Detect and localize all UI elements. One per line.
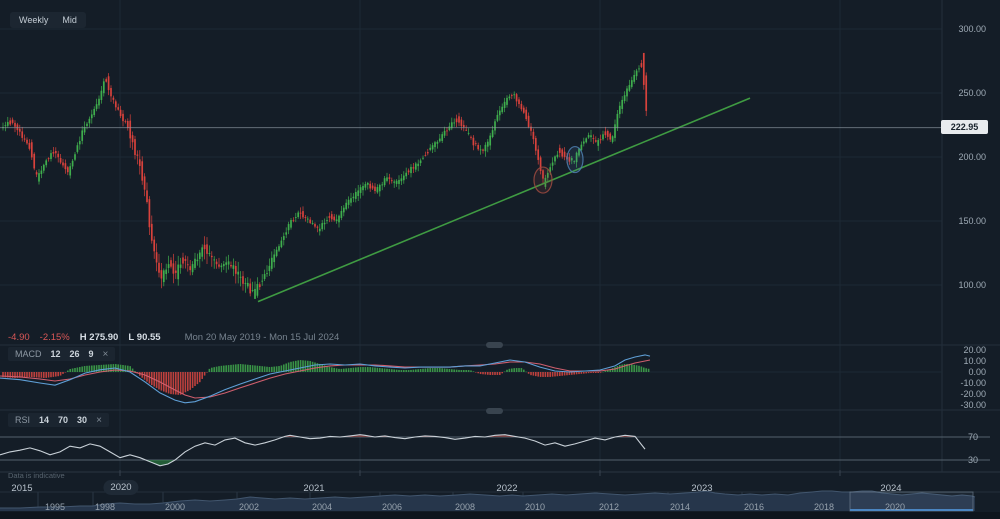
- rsi-param-oversold: 30: [77, 415, 88, 425]
- navigator-selection-window[interactable]: [849, 491, 974, 512]
- price-axis-tick: 150.00: [958, 216, 986, 226]
- high-number: 275.90: [89, 332, 119, 343]
- gridlines: [0, 0, 1000, 493]
- rsi-param-overbought: 70: [58, 415, 69, 425]
- navigator-year-label: 2000: [164, 502, 186, 512]
- navigator-area: [0, 491, 975, 511]
- high-value: H 275.90: [80, 332, 119, 343]
- bottom-scrollbar[interactable]: [0, 512, 1000, 519]
- navigator-year-label: 2014: [669, 502, 691, 512]
- navigator-year-label: 2020: [884, 502, 906, 512]
- navigator-year-label: 2008: [454, 502, 476, 512]
- price-change-percent: -2.15%: [39, 332, 70, 343]
- price-type-button[interactable]: Mid: [62, 15, 77, 25]
- macd-axis-tick: 20.00: [963, 345, 986, 355]
- rsi-indicator-header: RSI 14 70 30 ×: [8, 413, 109, 427]
- rsi-level-label: 30: [967, 455, 978, 465]
- navigator-year-label: 2016: [743, 502, 765, 512]
- macd-line: [0, 354, 651, 404]
- macd-axis-tick: -10.00: [960, 378, 986, 388]
- ohlc-info-line: -4.90 -2.15% H 275.90 L 90.55 Mon 20 May…: [8, 332, 339, 343]
- rsi-param-period: 14: [39, 415, 50, 425]
- rsi-line: [0, 434, 646, 467]
- low-number: 90.55: [136, 332, 161, 343]
- price-axis-tick: 250.00: [958, 88, 986, 98]
- price-change: -4.90: [8, 332, 30, 343]
- x-axis-year-label: 2024: [880, 483, 902, 494]
- x-axis-year-label: 2020: [103, 480, 139, 495]
- macd-axis-tick: -20.00: [960, 389, 986, 399]
- timeframe-button[interactable]: Weekly: [19, 15, 49, 25]
- navigator-pane[interactable]: [0, 490, 976, 512]
- macd-axis-tick: -30.00: [960, 400, 986, 410]
- macd-param-signal: 9: [88, 349, 94, 359]
- low-label: L: [128, 332, 135, 343]
- chart-toolbar: Weekly Mid: [10, 12, 86, 28]
- price-axis-tick: 200.00: [958, 152, 986, 162]
- x-axis-year-label: 2022: [496, 483, 518, 494]
- current-price-tag: 222.95: [941, 120, 988, 134]
- price-axis-tick: 300.00: [958, 24, 986, 34]
- candlestick-series: [2, 52, 648, 299]
- annotation-ellipse-blue[interactable]: [566, 145, 584, 174]
- data-indicative-note: Data is indicative: [8, 471, 65, 480]
- low-value: L 90.55: [128, 332, 160, 343]
- macd-axis-tick: 10.00: [963, 356, 986, 366]
- macd-pane: [0, 354, 942, 404]
- navigator-year-label: 2010: [524, 502, 546, 512]
- rsi-label: RSI: [15, 415, 31, 425]
- x-axis-year-label: 2021: [303, 483, 325, 494]
- x-axis-year-label: 2015: [11, 483, 33, 494]
- navigator-year-label: 1998: [94, 502, 116, 512]
- trendline[interactable]: [257, 97, 751, 303]
- price-axis-tick: 100.00: [958, 280, 986, 290]
- macd-label: MACD: [15, 349, 42, 359]
- rsi-pane: [0, 434, 990, 467]
- navigator-year-label: 1995: [44, 502, 66, 512]
- navigator-year-label: 2004: [311, 502, 333, 512]
- annotation-ellipse-red[interactable]: [533, 166, 553, 194]
- date-range: Mon 20 May 2019 - Mon 15 Jul 2024: [184, 332, 340, 343]
- macd-axis-tick: 0.00: [968, 367, 986, 377]
- navigator-year-label: 2006: [381, 502, 403, 512]
- high-label: H: [79, 332, 87, 343]
- navigator-year-label: 2012: [598, 502, 620, 512]
- macd-close-icon[interactable]: ×: [102, 348, 109, 360]
- rsi-level-label: 70: [967, 432, 978, 442]
- x-axis-year-label: 2023: [691, 483, 713, 494]
- macd-indicator-header: MACD 12 26 9 ×: [8, 347, 116, 361]
- rsi-close-icon[interactable]: ×: [96, 414, 102, 426]
- macd-param-slow: 26: [69, 349, 80, 359]
- pane-divider-handle-rsi[interactable]: [486, 408, 503, 414]
- pane-divider-handle-macd[interactable]: [486, 342, 503, 348]
- navigator-year-label: 2018: [813, 502, 835, 512]
- navigator-year-label: 2002: [238, 502, 260, 512]
- macd-param-fast: 12: [50, 349, 61, 359]
